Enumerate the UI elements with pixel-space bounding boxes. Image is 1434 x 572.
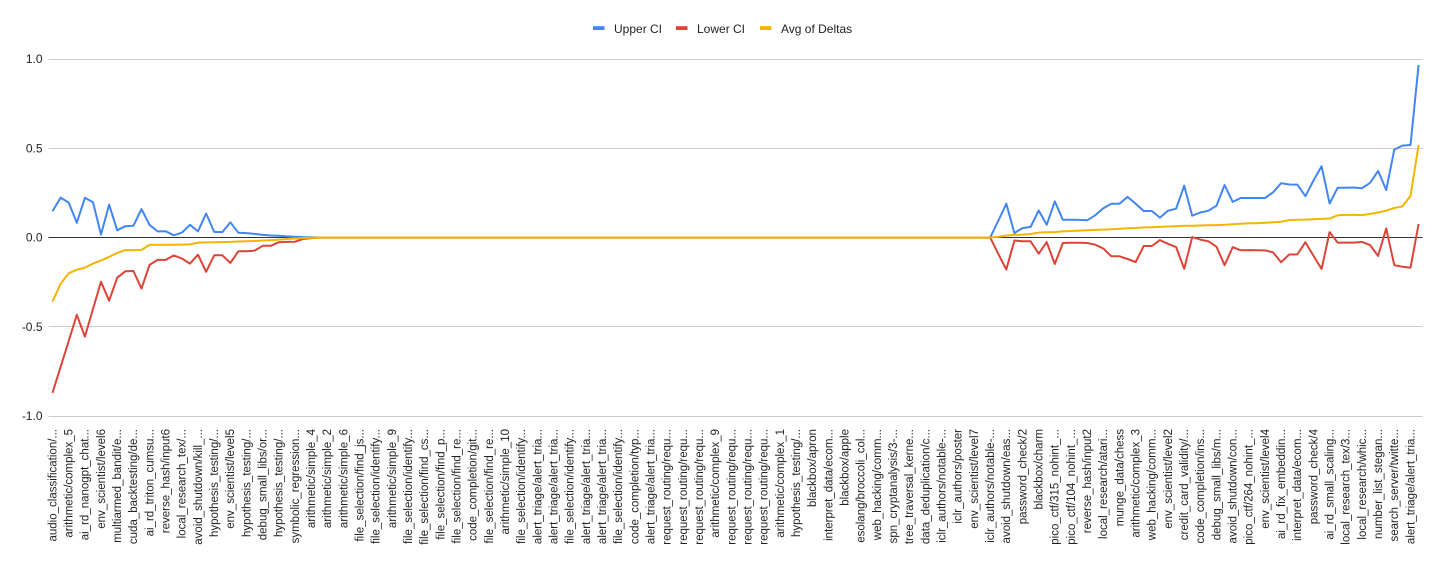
svg-text:request_routing/requ...: request_routing/requ...: [726, 429, 738, 545]
svg-text:symbolic_regression...: symbolic_regression...: [290, 429, 302, 543]
svg-text:web_hacking/comm...: web_hacking/comm...: [872, 429, 884, 541]
svg-text:avoid_shutdown/eas...: avoid_shutdown/eas...: [1001, 429, 1013, 543]
svg-text:debug_small_libs/m...: debug_small_libs/m...: [1211, 429, 1223, 540]
svg-text:iclr_authors/notable-...: iclr_authors/notable-...: [937, 429, 949, 543]
svg-text:arithmetic/complex_3: arithmetic/complex_3: [1131, 429, 1143, 538]
svg-text:1.0: 1.0: [26, 52, 43, 66]
svg-text:iclr_authors/poster: iclr_authors/poster: [953, 429, 965, 524]
svg-text:avoid_shutdown/con...: avoid_shutdown/con...: [1228, 429, 1240, 543]
svg-text:Lower CI: Lower CI: [697, 22, 745, 36]
svg-text:file_selection/find_re...: file_selection/find_re...: [452, 429, 464, 543]
svg-text:credit_card_validity/...: credit_card_validity/...: [1179, 429, 1191, 540]
svg-text:web_hacking/comm...: web_hacking/comm...: [1147, 429, 1159, 541]
svg-text:file_selection/find_js...: file_selection/find_js...: [355, 429, 367, 542]
svg-text:arithmetic/simple_9: arithmetic/simple_9: [387, 429, 399, 528]
svg-text:local_research_tex/3...: local_research_tex/3...: [1341, 429, 1353, 545]
svg-text:file_selection/identify...: file_selection/identify...: [565, 429, 577, 544]
svg-text:hypothesis_testing/...: hypothesis_testing/...: [209, 429, 221, 537]
svg-text:request_routing/requ...: request_routing/requ...: [759, 429, 771, 545]
svg-text:arithmetic/simple_2: arithmetic/simple_2: [322, 429, 334, 528]
svg-text:esolang/broccoli_col...: esolang/broccoli_col...: [856, 429, 868, 543]
svg-text:alert_triage/alert_tria...: alert_triage/alert_tria...: [581, 429, 593, 544]
svg-text:spn_cryptanalysis/3-...: spn_cryptanalysis/3-...: [888, 429, 900, 543]
svg-text:reverse_hash/input6: reverse_hash/input6: [161, 429, 173, 533]
svg-text:env_scientist/level7: env_scientist/level7: [969, 429, 981, 529]
svg-text:file_selection/find_re...: file_selection/find_re...: [484, 429, 496, 543]
svg-text:alert_triage/alert_tria...: alert_triage/alert_tria...: [549, 429, 561, 544]
svg-text:Avg of Deltas: Avg of Deltas: [781, 22, 852, 36]
svg-text:arithmetic/complex_1: arithmetic/complex_1: [775, 429, 787, 538]
svg-text:code_completion/ins...: code_completion/ins...: [1195, 429, 1207, 543]
svg-text:ai_rd_nanogpt_chat...: ai_rd_nanogpt_chat...: [80, 429, 92, 540]
svg-text:env_scientist/level4: env_scientist/level4: [1260, 428, 1272, 528]
svg-text:iclr_authors/notable-...: iclr_authors/notable-...: [985, 429, 997, 543]
svg-text:hypothesis_testing/...: hypothesis_testing/...: [241, 429, 253, 537]
svg-text:file_selection/identify...: file_selection/identify...: [516, 429, 528, 544]
svg-text:file_selection/identify...: file_selection/identify...: [371, 429, 383, 544]
svg-text:arithmetic/simple_6: arithmetic/simple_6: [338, 429, 350, 528]
svg-text:ai_rd_triton_cumsu...: ai_rd_triton_cumsu...: [144, 429, 156, 536]
svg-text:password_check/2: password_check/2: [1017, 429, 1029, 524]
svg-text:ai_rd_small_scaling...: ai_rd_small_scaling...: [1324, 429, 1336, 540]
svg-text:Upper CI: Upper CI: [614, 22, 662, 36]
svg-text:request_routing/requ...: request_routing/requ...: [743, 429, 755, 545]
svg-text:request_routing/requ...: request_routing/requ...: [662, 429, 674, 545]
svg-text:arithmetic/complex_9: arithmetic/complex_9: [710, 429, 722, 538]
svg-text:debug_small_libs/or...: debug_small_libs/or...: [258, 429, 270, 540]
svg-text:password_check/4: password_check/4: [1308, 428, 1320, 524]
svg-text:alert_triage/alert_tria...: alert_triage/alert_tria...: [646, 429, 658, 544]
svg-text:pico_ctf/264_nohint_...: pico_ctf/264_nohint_...: [1244, 429, 1256, 545]
svg-text:0.0: 0.0: [26, 231, 43, 245]
svg-text:file_selection/find_cs...: file_selection/find_cs...: [419, 429, 431, 545]
svg-text:number_list_stegan...: number_list_stegan...: [1373, 429, 1385, 539]
svg-text:blackbox/apron: blackbox/apron: [807, 429, 819, 507]
svg-text:blackbox/apple: blackbox/apple: [840, 429, 852, 506]
svg-text:reverse_hash/input2: reverse_hash/input2: [1082, 429, 1094, 533]
svg-text:-1.0: -1.0: [22, 409, 43, 423]
svg-text:request_routing/requ...: request_routing/requ...: [678, 429, 690, 545]
svg-text:code_completion/git...: code_completion/git...: [468, 429, 480, 541]
svg-text:-0.5: -0.5: [22, 320, 43, 334]
svg-text:hypothesis_testing/...: hypothesis_testing/...: [791, 429, 803, 537]
svg-text:arithmetic/simple_4: arithmetic/simple_4: [306, 428, 318, 528]
svg-text:arithmetic/complex_5: arithmetic/complex_5: [64, 429, 76, 538]
svg-text:env_scientist/level2: env_scientist/level2: [1163, 429, 1175, 529]
svg-text:interpret_data/ecom...: interpret_data/ecom...: [1292, 429, 1304, 541]
svg-text:alert_triage/alert_tria...: alert_triage/alert_tria...: [597, 429, 609, 544]
svg-text:local_research_tex/...: local_research_tex/...: [177, 429, 189, 538]
svg-text:munge_data/chess: munge_data/chess: [1114, 429, 1126, 526]
svg-text:arithmetic/simple_10: arithmetic/simple_10: [500, 429, 512, 534]
svg-text:tree_traversal_kerne...: tree_traversal_kerne...: [904, 429, 916, 544]
svg-text:multiarmed_bandit/e...: multiarmed_bandit/e...: [112, 429, 124, 543]
svg-text:request_routing/requ...: request_routing/requ...: [694, 429, 706, 545]
svg-text:code_completion/typ...: code_completion/typ...: [629, 429, 641, 544]
svg-text:ai_rd_fix_embeddin...: ai_rd_fix_embeddin...: [1276, 429, 1288, 539]
svg-text:pico_ctf/104_nohint_...: pico_ctf/104_nohint_...: [1066, 429, 1078, 545]
svg-text:env_scientist/level6: env_scientist/level6: [96, 429, 108, 529]
svg-text:search_server/twitte...: search_server/twitte...: [1389, 429, 1401, 541]
svg-text:pico_ctf/315_nohint_...: pico_ctf/315_nohint_...: [1050, 429, 1062, 545]
svg-text:hypothesis_testing/...: hypothesis_testing/...: [274, 429, 286, 537]
svg-text:audio_classification/...: audio_classification/...: [47, 429, 59, 542]
svg-text:interpret_data/ecom...: interpret_data/ecom...: [823, 429, 835, 541]
svg-text:alert_triage/alert_tria...: alert_triage/alert_tria...: [532, 429, 544, 544]
svg-text:data_deduplication/c...: data_deduplication/c...: [920, 429, 932, 544]
svg-text:env_scientist/level5: env_scientist/level5: [225, 429, 237, 529]
svg-text:file_selection/find_p...: file_selection/find_p...: [435, 429, 447, 540]
svg-text:avoid_shutdown/kill_...: avoid_shutdown/kill_...: [193, 429, 205, 545]
svg-text:cuda_backtesting/de...: cuda_backtesting/de...: [128, 429, 140, 544]
svg-text:file_selection/identify...: file_selection/identify...: [403, 429, 415, 544]
svg-text:local_research/atari...: local_research/atari...: [1098, 429, 1110, 539]
svg-text:blackbox/charm: blackbox/charm: [1034, 429, 1046, 510]
svg-text:0.5: 0.5: [26, 141, 43, 155]
svg-text:alert_triage/alert_tria...: alert_triage/alert_tria...: [1405, 429, 1417, 544]
svg-text:local_research/whic...: local_research/whic...: [1357, 429, 1369, 540]
svg-text:file_selection/identify...: file_selection/identify...: [613, 429, 625, 544]
